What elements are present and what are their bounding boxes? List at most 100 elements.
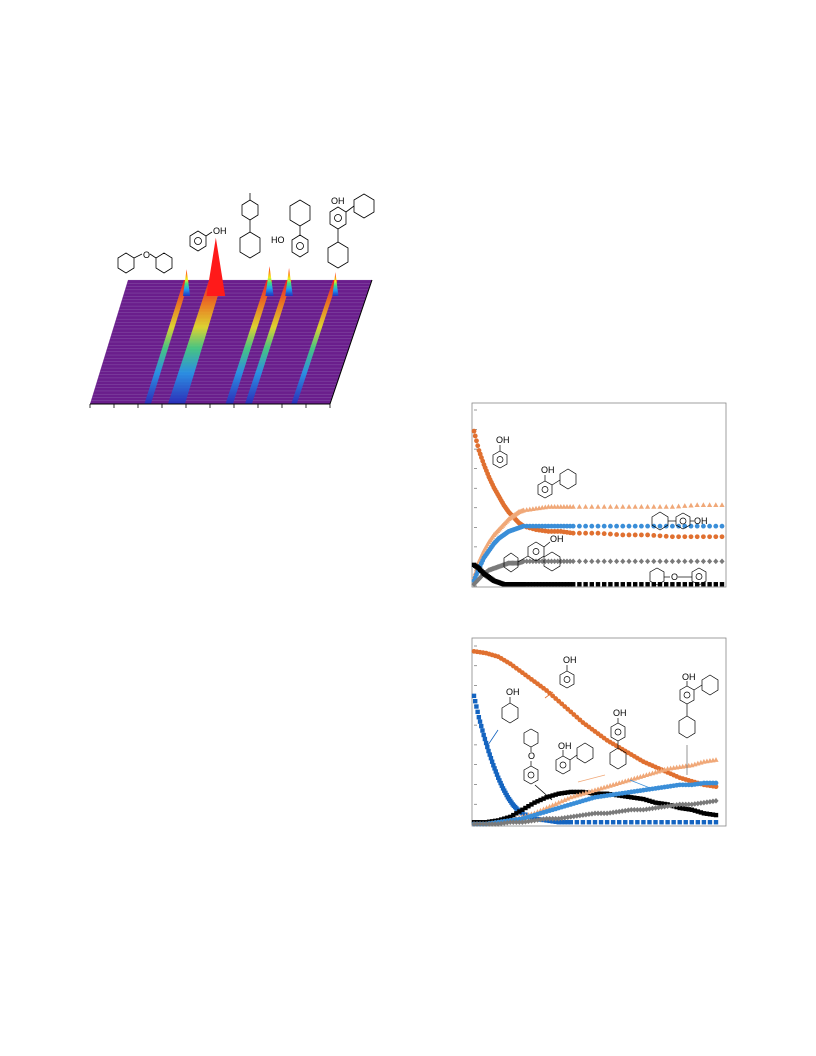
- data-point: [617, 820, 622, 825]
- data-point: [645, 582, 650, 587]
- data-point: [640, 806, 646, 813]
- data-point: [565, 795, 571, 801]
- data-point: [558, 582, 563, 587]
- data-point: [713, 523, 719, 529]
- data-point: [626, 523, 632, 529]
- data-point: [671, 820, 676, 825]
- data-point: [576, 504, 582, 509]
- data-point: [707, 582, 712, 587]
- data-point: [707, 812, 713, 817]
- data-point: [520, 811, 525, 816]
- data-point: [592, 820, 598, 825]
- data-point: [521, 582, 526, 587]
- data-point: [643, 806, 650, 813]
- data-point: [719, 582, 725, 587]
- data-point: [532, 800, 537, 805]
- data-point: [530, 582, 536, 587]
- data-point: [620, 532, 626, 538]
- data-point: [665, 803, 671, 809]
- data-point: [652, 805, 659, 811]
- data-point: [517, 809, 522, 814]
- data-point: [577, 812, 583, 819]
- data-point: [638, 504, 644, 509]
- data-point: [553, 801, 559, 806]
- data-point: [707, 820, 713, 825]
- data-point: [632, 558, 638, 565]
- data-point: [676, 503, 682, 509]
- data-point: [614, 558, 620, 565]
- data-point: [543, 582, 548, 587]
- series-4-cyclohexylphenol: [471, 780, 719, 827]
- data-point: [701, 523, 706, 529]
- waterfall-peak-5: [332, 272, 339, 296]
- data-point: [701, 811, 707, 816]
- data-point: [645, 523, 650, 529]
- data-point: [493, 769, 498, 774]
- data-point: [524, 582, 529, 587]
- data-point: [474, 438, 479, 444]
- data-point: [586, 811, 592, 818]
- c3-structure-2-4-dicyclohexylphenol: OH: [678, 672, 719, 739]
- data-point: [565, 820, 570, 825]
- data-point: [475, 443, 481, 449]
- data-point: [688, 502, 694, 508]
- data-point: [601, 531, 607, 537]
- data-point: [689, 820, 694, 825]
- data-point: [614, 523, 619, 529]
- data-point: [598, 820, 604, 825]
- data-point: [704, 811, 710, 816]
- data-point: [694, 558, 700, 565]
- data-point: [568, 789, 573, 795]
- data-point: [576, 558, 582, 565]
- data-point: [682, 558, 688, 565]
- c3-cyclohexylphenol-oh: OH: [558, 741, 572, 751]
- data-point: [570, 504, 576, 509]
- data-point: [608, 523, 613, 529]
- waterfall-peak-streak: [291, 280, 338, 404]
- data-point: [607, 504, 613, 509]
- data-point: [550, 793, 555, 798]
- data-point: [677, 820, 682, 825]
- data-point: [486, 821, 492, 827]
- data-point: [631, 806, 637, 813]
- data-point: [671, 802, 677, 809]
- structure-2-cyclohexylphenol: HO: [271, 199, 311, 258]
- data-point: [680, 801, 686, 808]
- data-point: [531, 817, 538, 824]
- data-point: [595, 530, 601, 536]
- structure-phenol: OH: [189, 226, 227, 252]
- data-point: [688, 582, 694, 587]
- data-point: [507, 819, 513, 826]
- data-point: [682, 534, 688, 540]
- data-point: [694, 523, 700, 529]
- data-point: [658, 804, 665, 810]
- data-point: [595, 523, 601, 529]
- data-point: [583, 523, 588, 529]
- data-point: [669, 504, 675, 509]
- data-point: [524, 558, 530, 565]
- data-point: [683, 806, 688, 812]
- data-point: [553, 819, 558, 824]
- c3-ether-o: O: [528, 751, 535, 761]
- ether-o-label: O: [143, 250, 150, 260]
- data-point: [635, 795, 640, 801]
- data-point: [561, 558, 567, 565]
- data-point: [564, 582, 570, 587]
- data-point: [510, 819, 516, 826]
- data-point: [571, 813, 577, 820]
- data-point: [638, 558, 644, 565]
- data-point: [657, 582, 663, 587]
- data-point: [589, 504, 595, 509]
- data-point: [544, 815, 550, 822]
- data-point: [604, 820, 610, 825]
- data-point: [651, 558, 657, 565]
- data-point: [623, 820, 628, 825]
- data-point: [558, 558, 564, 565]
- data-point: [595, 791, 601, 796]
- data-point: [713, 784, 719, 790]
- waterfall-chromatogram: O OH HO OH: [89, 193, 375, 408]
- waterfall-peak-streak: [167, 280, 223, 404]
- data-point: [542, 558, 548, 565]
- data-point: [567, 558, 573, 565]
- c2-ether-o: O: [671, 572, 678, 582]
